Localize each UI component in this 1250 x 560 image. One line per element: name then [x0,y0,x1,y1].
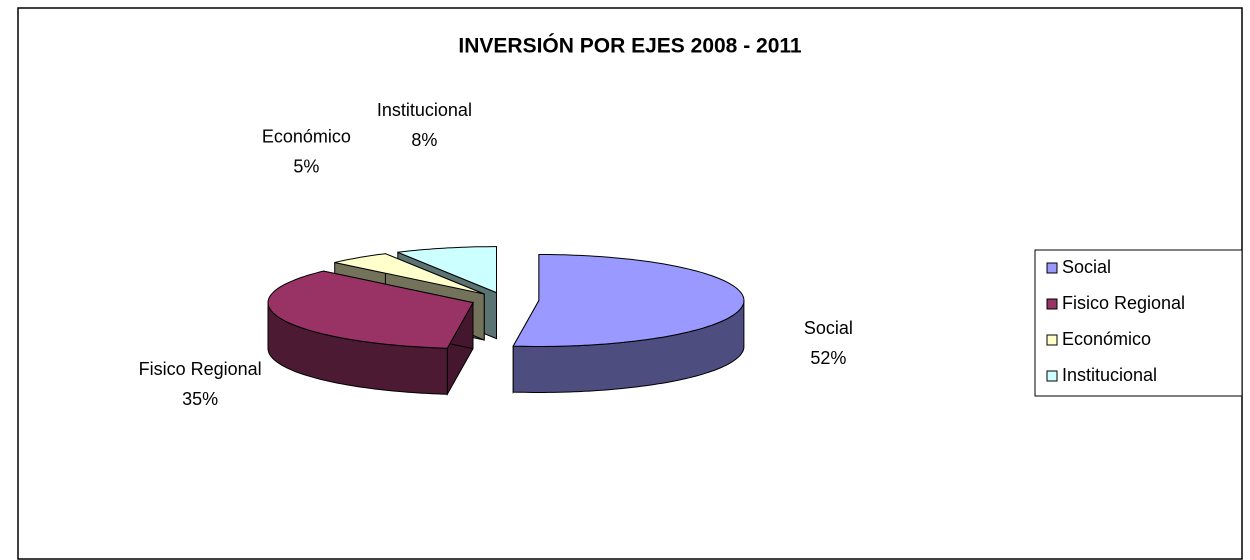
legend-swatch [1046,370,1058,382]
legend-swatch [1046,262,1058,274]
legend-label: Social [1062,257,1111,277]
legend-swatch [1046,334,1058,346]
slice [267,270,474,349]
data-label-name: Fisico Regional [139,359,262,379]
legend-box [1034,249,1243,397]
data-label-value: 5% [293,156,319,176]
data-label-value: 8% [411,130,437,150]
chart-title: INVERSIÓN POR EJES 2008 - 2011 [458,34,801,58]
legend-swatch [1046,298,1058,310]
legend-label: Institucional [1062,365,1157,385]
slice [334,253,485,295]
data-label-value: 35% [182,389,218,409]
data-label-name: Económico [262,126,351,146]
data-label-value: 52% [810,348,846,368]
slice [397,246,497,294]
legend-label: Fisico Regional [1062,293,1185,313]
data-label-name: Institucional [377,100,472,120]
data-label-name: Social [804,318,853,338]
slice [512,254,745,347]
legend-label: Económico [1062,329,1151,349]
